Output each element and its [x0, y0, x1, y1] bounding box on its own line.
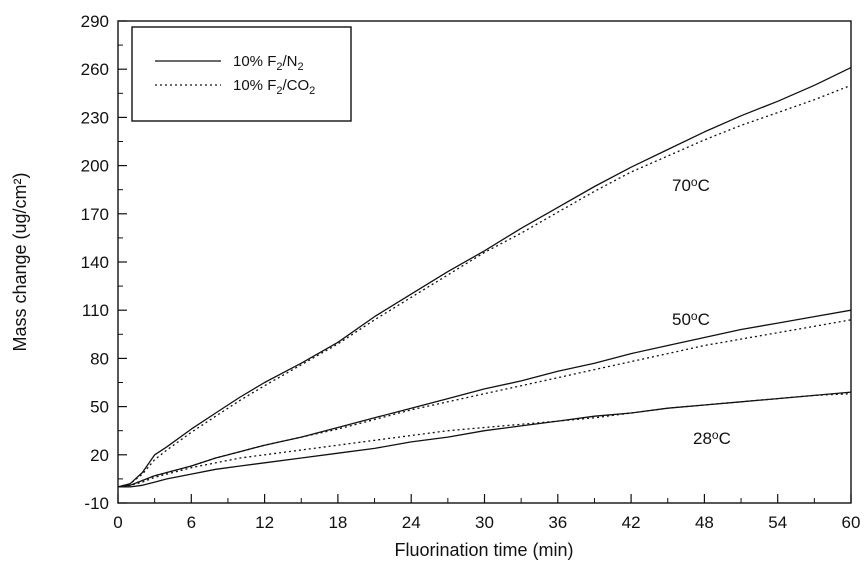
- x-tick-label-6: 36: [548, 513, 567, 532]
- annotation-70c: 70oC: [672, 175, 710, 195]
- y-axis-title: Mass change (ug/cm²): [10, 172, 30, 351]
- y-tick-label-8: 230: [81, 108, 109, 127]
- series-line-70c-dotted: [117, 84, 852, 488]
- y-tick-label-2: 50: [90, 398, 109, 417]
- series-line-28c-solid: [118, 391, 852, 488]
- y-tick-label-4: 110: [82, 301, 109, 320]
- annotation-28c: 28oC: [693, 428, 731, 448]
- x-tick-label-1: 6: [187, 513, 196, 532]
- legend-label-co2: 10% F2/CO2: [233, 77, 315, 97]
- x-axis-title: Fluorination time (min): [394, 540, 573, 560]
- legend: 10% F2/N2 10% F2/CO2: [131, 26, 352, 122]
- legend-box: [131, 26, 352, 122]
- y-tick-label-1: 20: [90, 446, 109, 465]
- y-tick-label-10: 290: [81, 12, 109, 31]
- annotation-50c: 50oC: [672, 309, 710, 329]
- y-tick-label-0: -10: [84, 494, 109, 513]
- y-tick-label-5: 140: [81, 253, 109, 272]
- tick-labels: 0 6 12 18 24 30 36 42 48 54 60 -10 20 50 80 110 140 170 20…: [81, 12, 861, 532]
- x-tick-label-7: 42: [622, 513, 641, 532]
- y-tick-label-9: 260: [81, 60, 109, 79]
- series-line-70c-solid: [117, 67, 852, 488]
- y-tick-label-7: 200: [81, 157, 109, 176]
- x-tick-label-9: 54: [768, 513, 787, 532]
- x-tick-label-3: 18: [328, 513, 347, 532]
- x-tick-label-5: 30: [475, 513, 494, 532]
- series-line-28c-dotted: [117, 393, 852, 488]
- x-tick-label-4: 24: [402, 513, 421, 532]
- y-tick-label-6: 170: [81, 205, 109, 224]
- series-layer: [117, 67, 852, 488]
- x-tick-label-10: 60: [842, 513, 861, 532]
- x-tick-label-2: 12: [255, 513, 274, 532]
- x-tick-label-0: 0: [113, 513, 122, 532]
- series-line-50c-solid: [117, 309, 852, 488]
- y-tick-label-3: 80: [90, 349, 109, 368]
- series-line-50c-dotted: [117, 319, 852, 488]
- legend-label-n2: 10% F2/N2: [233, 53, 304, 73]
- x-tick-label-8: 48: [695, 513, 714, 532]
- axis-ticks: [117, 20, 852, 504]
